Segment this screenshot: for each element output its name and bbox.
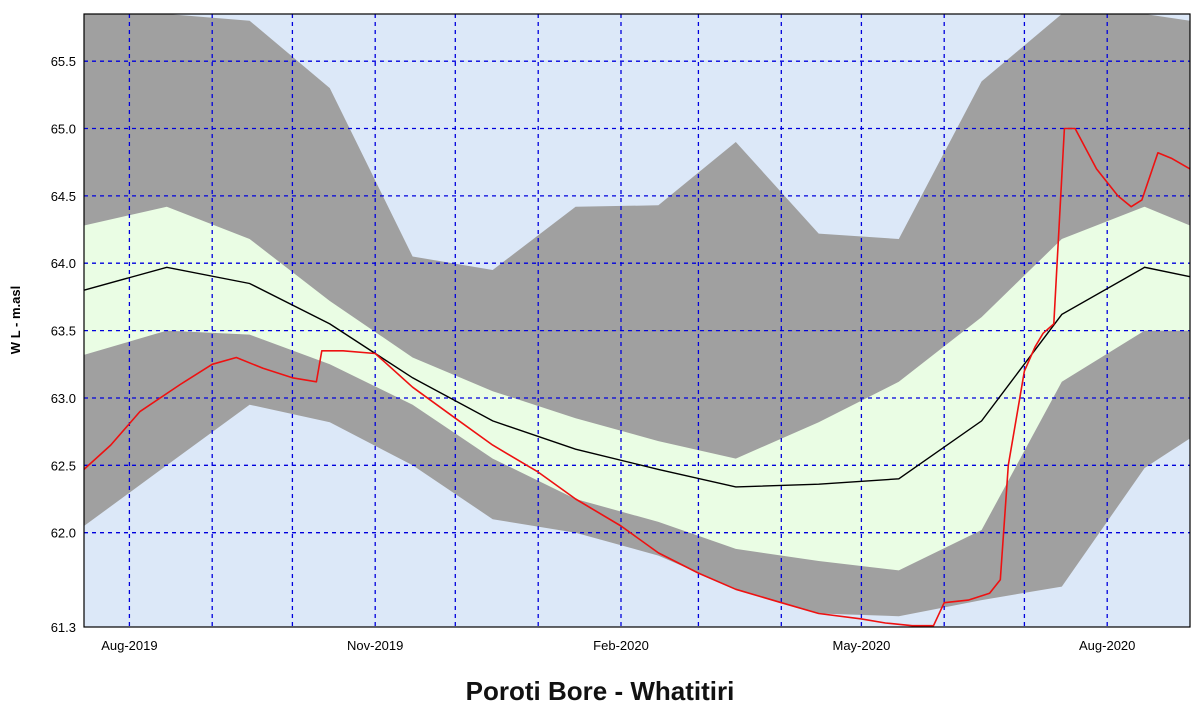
observed-layer — [83, 127, 1191, 627]
y-tick-label: 61.3 — [51, 620, 76, 635]
x-tick-label: May-2020 — [832, 638, 890, 653]
y-tick-labels: 61.3 62.0 62.5 63.0 63.5 64.0 64.5 65.0 65.5 — [51, 54, 76, 635]
x-tick-labels: Aug-2019 Nov-2019 Feb-2020 May-2020 Aug-2020 — [101, 638, 1135, 653]
observed-water-level-line — [83, 127, 1191, 627]
x-tick-label: Aug-2019 — [101, 638, 157, 653]
median-layer — [83, 266, 1191, 488]
grid-layer — [84, 14, 1190, 627]
inner-band-area — [84, 206, 1190, 571]
y-tick-label: 65.0 — [51, 122, 76, 137]
y-tick-label: 62.0 — [51, 526, 76, 541]
y-tick-label: 63.5 — [51, 324, 76, 339]
x-tick-label: Aug-2020 — [1079, 638, 1135, 653]
x-tick-label: Nov-2019 — [347, 638, 403, 653]
y-tick-label: 65.5 — [51, 54, 76, 69]
x-tick-label: Feb-2020 — [593, 638, 649, 653]
y-tick-label: 62.5 — [51, 458, 76, 473]
plot-frame — [83, 13, 1191, 628]
chart-title: Poroti Bore - Whatitiri — [465, 676, 735, 706]
median-line — [83, 266, 1191, 488]
y-tick-label: 64.0 — [51, 256, 76, 271]
y-tick-label: 64.5 — [51, 189, 76, 204]
y-axis-title: W L - m.asl — [8, 286, 23, 354]
inner-band-layer — [84, 206, 1190, 571]
y-tick-label: 63.0 — [51, 391, 76, 406]
